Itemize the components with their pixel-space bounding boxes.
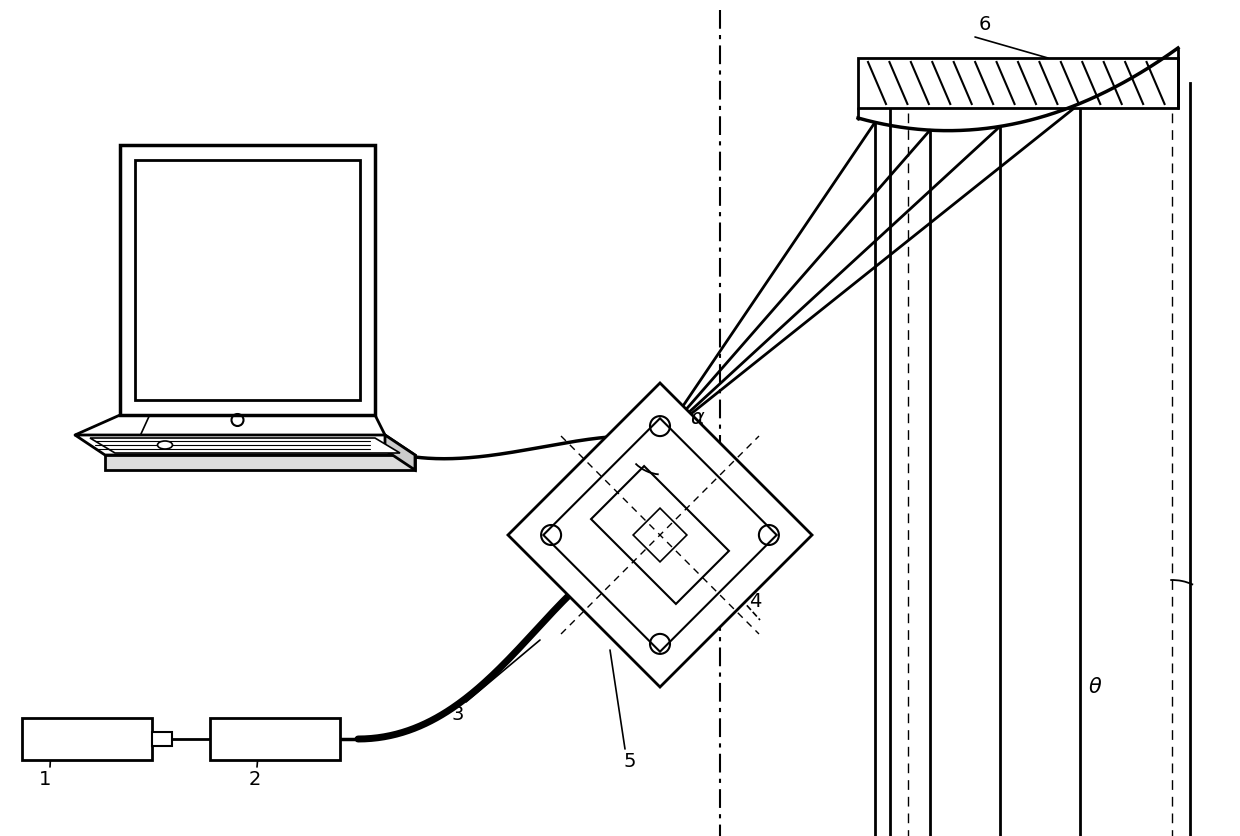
Text: 7: 7 [151,360,164,380]
Bar [210,718,340,760]
Text: 4: 4 [749,592,761,611]
Polygon shape [74,435,415,455]
Polygon shape [591,466,729,604]
Bar [858,58,1178,108]
Polygon shape [91,438,401,453]
Bar [135,160,360,400]
Bar [22,718,153,760]
Bar [153,732,172,746]
Text: α: α [691,408,704,428]
Text: 1: 1 [38,770,51,789]
Text: 2: 2 [249,770,262,789]
Bar [120,145,374,415]
Polygon shape [634,508,687,562]
Polygon shape [384,435,415,470]
Polygon shape [508,383,812,687]
Ellipse shape [157,441,172,449]
Text: 6: 6 [978,16,991,34]
Text: 5: 5 [624,752,636,771]
Text: θ: θ [1089,677,1101,697]
Text: 3: 3 [451,705,464,724]
Polygon shape [105,455,415,470]
Polygon shape [543,418,776,652]
